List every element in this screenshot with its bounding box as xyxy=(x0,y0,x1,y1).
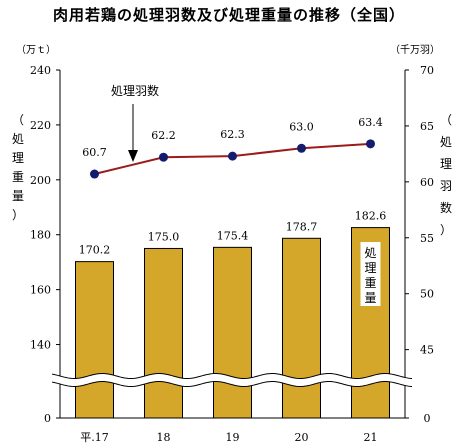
bar-inside-label-char: 処 xyxy=(364,246,376,260)
left-tick-label: 220 xyxy=(30,119,51,132)
right-axis-unit: （千万羽） xyxy=(390,44,440,56)
bar xyxy=(144,247,183,419)
axis-break-line-top xyxy=(51,372,413,380)
bar-inside-label-box xyxy=(360,242,381,306)
left-axis-label-char: ） xyxy=(12,208,24,222)
right-tick-label: 45 xyxy=(420,344,434,357)
line-value-label: 63.4 xyxy=(358,116,383,129)
right-tick-label: 50 xyxy=(420,288,434,301)
left-tick-label: 240 xyxy=(30,64,51,77)
line-value-label: 60.7 xyxy=(82,146,107,159)
right-axis-label-char: 数 xyxy=(440,200,452,215)
bar xyxy=(282,237,321,419)
bar xyxy=(75,261,114,419)
right-axis-label-char: ） xyxy=(440,223,452,237)
bar-inside-label-char: 重 xyxy=(364,276,376,290)
left-axis-label-char: 処 xyxy=(12,132,24,146)
bar-value-label: 175.0 xyxy=(148,230,180,243)
category-label: 18 xyxy=(157,431,171,444)
right-tick-label: 60 xyxy=(420,176,434,189)
right-axis-label-char: 処 xyxy=(440,135,452,149)
line-point xyxy=(159,152,168,162)
right-tick-label: 70 xyxy=(420,64,434,77)
left-axis-label-char: （ xyxy=(12,113,24,127)
line-value-label: 62.3 xyxy=(220,128,245,141)
bar-value-label: 175.4 xyxy=(217,229,249,242)
category-label: 20 xyxy=(295,431,309,444)
bar xyxy=(213,246,252,419)
right-axis-label-char: （ xyxy=(440,113,452,127)
line-point xyxy=(228,151,237,161)
chart-title: 肉用若鶏の処理羽数及び処理重量の推移（全国） xyxy=(53,6,405,24)
category-label: 19 xyxy=(226,431,240,444)
left-axis-label: （ 処理重量 ） xyxy=(12,113,24,222)
bar-inside-label-char: 量 xyxy=(364,291,376,305)
axis-break-line-bottom xyxy=(51,380,413,388)
line-value-label: 62.2 xyxy=(151,129,176,142)
left-tick-label: 0 xyxy=(44,412,51,425)
category-label: 平.17 xyxy=(80,431,109,444)
left-tick-label: 200 xyxy=(30,174,51,187)
bar-value-label: 178.7 xyxy=(286,220,318,233)
bar-value-label: 182.6 xyxy=(355,210,387,223)
left-tick-label: 160 xyxy=(30,284,51,297)
bar-value-label: 170.2 xyxy=(79,244,111,257)
left-axis-label-char: 量 xyxy=(12,189,24,203)
left-axis-label-char: 理 xyxy=(12,151,24,165)
right-tick-label: 65 xyxy=(420,120,434,133)
right-tick-label: 55 xyxy=(420,232,434,245)
line-value-label: 63.0 xyxy=(289,120,314,133)
line-point xyxy=(297,143,306,153)
right-axis-label-char: 理 xyxy=(440,157,452,171)
left-tick-label: 140 xyxy=(30,339,51,352)
line-point xyxy=(90,169,99,179)
plot-area: 240 220 200 180 160 140 0 70 65 60 55 50 45 0 170.2 175… xyxy=(30,64,434,444)
line-callout-label: 処理羽数 xyxy=(111,83,159,98)
left-tick-label: 180 xyxy=(30,229,51,242)
right-axis-label: （ 処理羽数 ） xyxy=(440,113,452,237)
left-axis-unit: （万ｔ） xyxy=(16,44,56,56)
line-point xyxy=(366,139,375,149)
left-axis-label-char: 重 xyxy=(12,170,24,184)
right-tick-label: 0 xyxy=(424,412,431,425)
callout-arrowhead xyxy=(128,150,138,162)
bar-inside-label-char: 理 xyxy=(364,261,376,275)
right-axis-label-char: 羽 xyxy=(440,179,452,193)
axis-break-band xyxy=(52,373,412,387)
category-label: 21 xyxy=(364,431,378,444)
